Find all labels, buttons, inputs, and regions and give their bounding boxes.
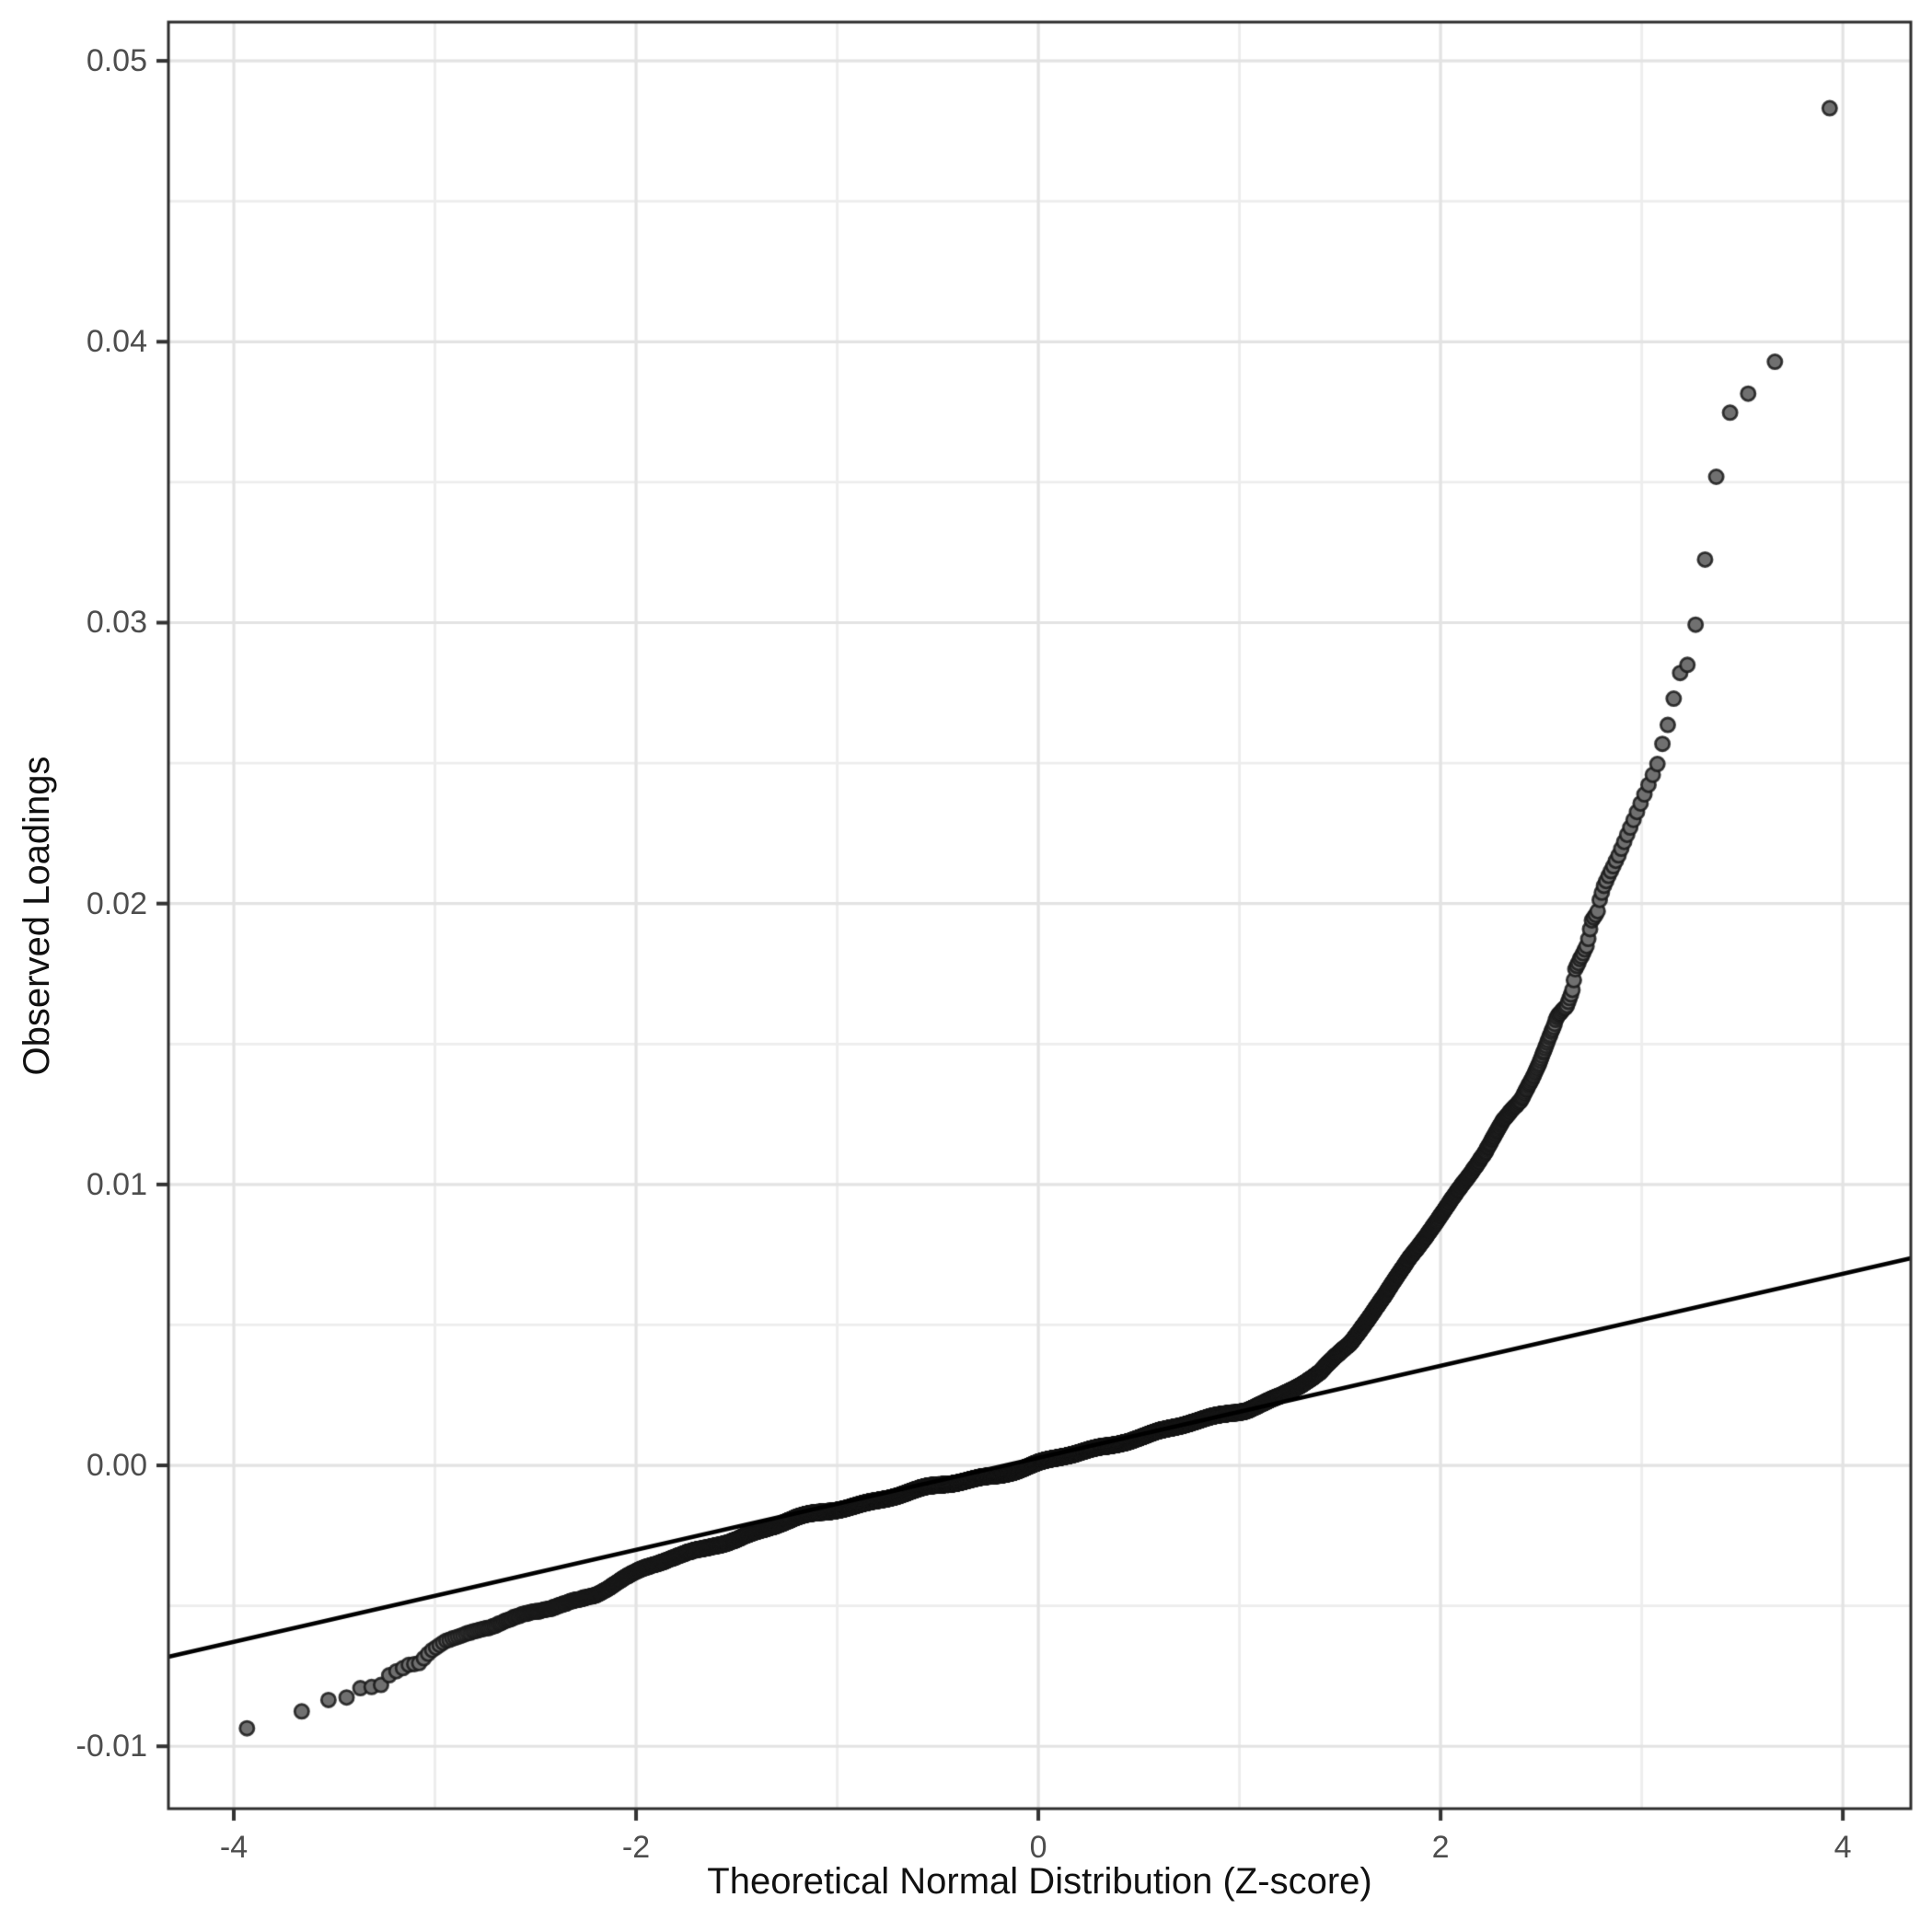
y-tick-label: 0.02 — [86, 885, 147, 921]
y-tick-label: 0.04 — [86, 324, 147, 360]
x-tick-label: 4 — [1834, 1830, 1852, 1865]
y-tick-label: 0.05 — [86, 43, 147, 79]
y-tick-label: -0.01 — [75, 1729, 148, 1764]
y-axis-title: Observed Loadings — [17, 756, 57, 1076]
x-tick-label: 0 — [1029, 1830, 1047, 1865]
x-tick-label: -2 — [621, 1830, 651, 1865]
x-axis-title: Theoretical Normal Distribution (Z-score… — [707, 1861, 1372, 1902]
y-tick-label: 0.03 — [86, 605, 147, 641]
y-tick-label: 0.00 — [86, 1448, 147, 1484]
x-tick-label: 2 — [1431, 1830, 1450, 1865]
y-tick-label: 0.01 — [86, 1166, 147, 1202]
x-tick-label: -4 — [219, 1830, 249, 1865]
